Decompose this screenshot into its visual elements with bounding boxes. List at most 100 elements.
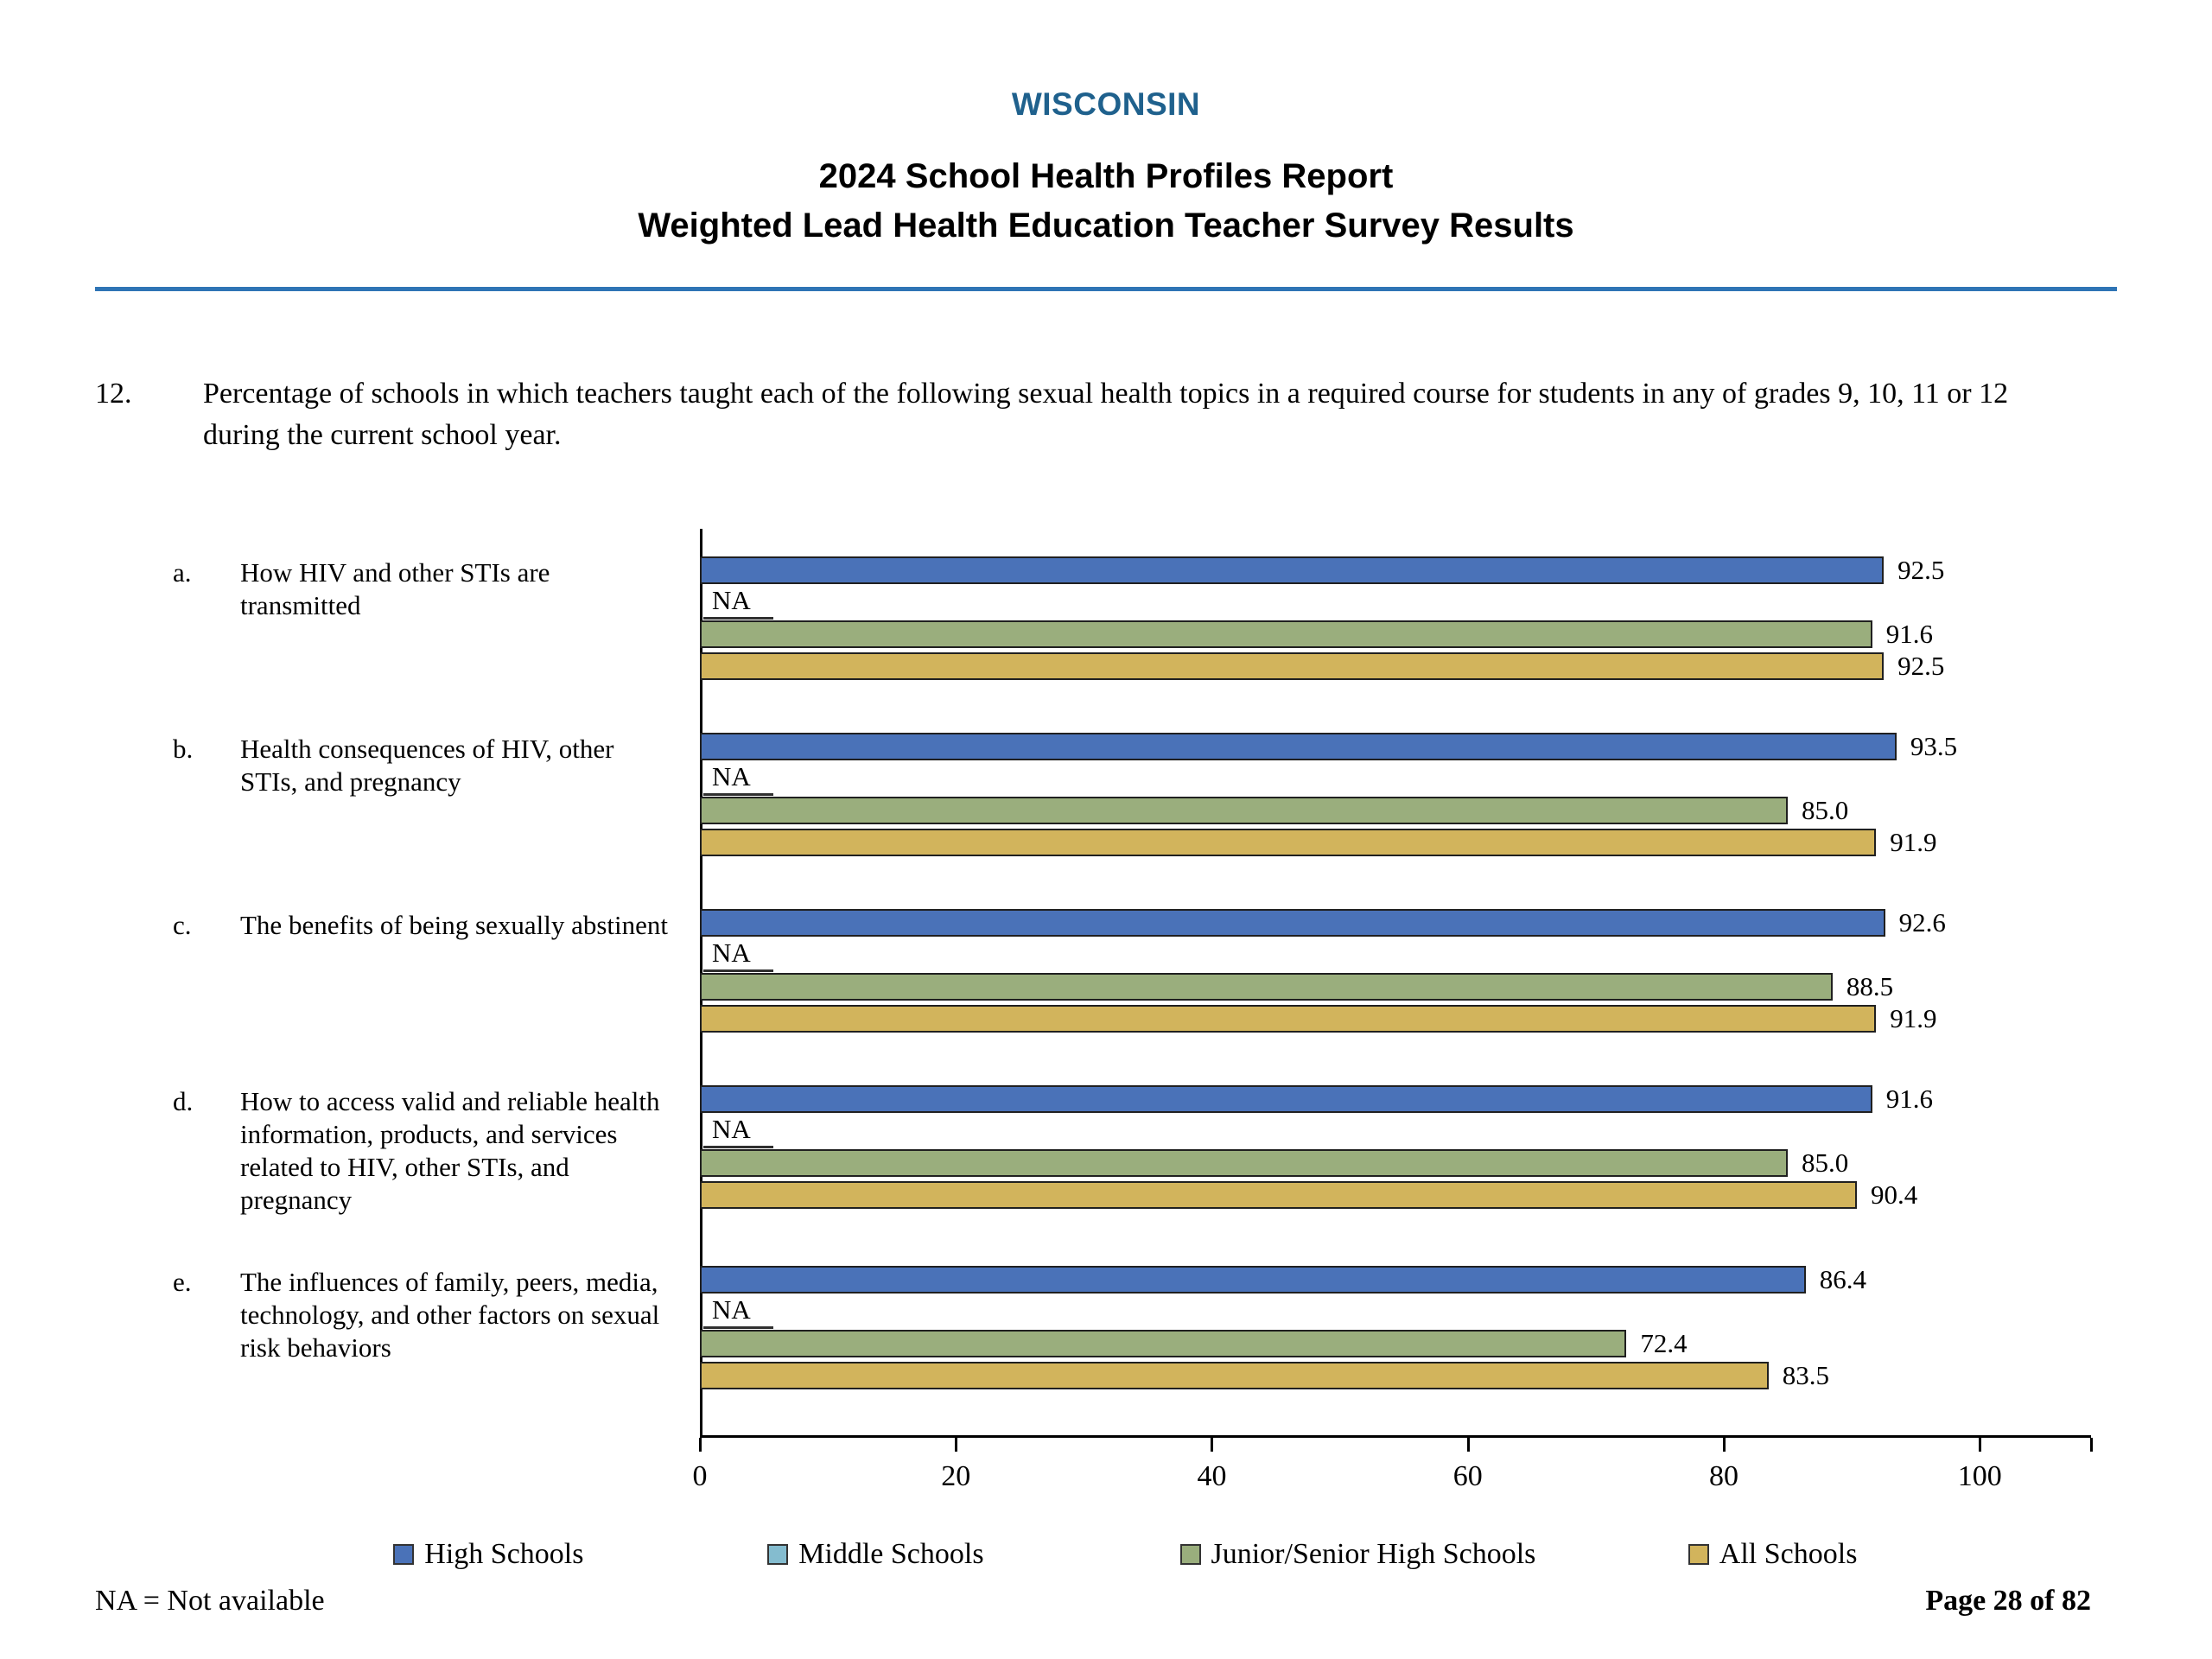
na-label: NA <box>703 1294 773 1330</box>
bar-slot: 91.6 <box>700 619 2091 650</box>
group-label: b. Health consequences of HIV, other STIs… <box>173 731 700 859</box>
chart-legend: High Schools Middle Schools Junior/Senior … <box>173 1538 2091 1586</box>
x-tick <box>1466 1438 1470 1452</box>
na-label: NA <box>703 938 773 973</box>
group-letter-text: a. <box>173 557 192 588</box>
x-tick-label: 40 <box>1197 1460 1227 1493</box>
group-bars: 92.5 NA 91.6 92.5 <box>700 555 2091 683</box>
bar-slot: NA <box>700 585 2091 620</box>
bar-slot: 91.6 <box>700 1084 2091 1115</box>
bar-slot: NA <box>700 1114 2091 1149</box>
bar-slot: NA <box>700 1294 2091 1330</box>
bar-all_schools <box>700 652 1885 681</box>
group-label-text: The benefits of being sexually abstinent <box>240 910 669 941</box>
legend-item-junior_senior_high_schools: Junior/Senior High Schools <box>1179 1538 1535 1571</box>
x-tick <box>1722 1438 1726 1452</box>
bar-slot: 91.9 <box>700 1003 2091 1034</box>
bar-slot: 85.0 <box>700 795 2091 826</box>
legend-swatch-high_schools <box>393 1544 415 1566</box>
na-footnote: NA = Not available <box>95 1585 325 1617</box>
bar-value: 93.5 <box>1910 731 1958 762</box>
legend-item-all_schools: All Schools <box>1688 1538 1858 1571</box>
chart-group: d. How to access valid and reliable healt… <box>173 1084 2091 1216</box>
bar-value: 72.4 <box>1640 1328 1688 1359</box>
bar-value: 83.5 <box>1782 1360 1830 1391</box>
bar-high_schools <box>700 909 1885 938</box>
group-bars: 92.6 NA 88.5 91.9 <box>700 907 2091 1035</box>
na-label: NA <box>703 761 773 797</box>
x-axis-end-tick <box>2090 1438 2093 1452</box>
bar-all_schools <box>700 1362 1769 1390</box>
report-title-line2: Weighted Lead Health Education Teacher S… <box>638 207 1574 245</box>
bar-value: 91.9 <box>1890 1003 1937 1034</box>
group-letter-text: b. <box>173 734 194 765</box>
bar-value: 88.5 <box>1846 971 1894 1002</box>
legend-swatch-all_schools <box>1688 1544 1709 1566</box>
bar-slot: 93.5 <box>700 731 2091 762</box>
x-tick-label: 0 <box>692 1460 708 1493</box>
x-tick <box>1979 1438 1982 1452</box>
bar-slot: NA <box>700 761 2091 797</box>
bar-high_schools <box>700 1085 1872 1114</box>
bar-slot: 90.4 <box>700 1179 2091 1211</box>
bar-high_schools <box>700 1266 1806 1294</box>
chart-group: a. How HIV and other STIs are transmitted… <box>173 555 2091 683</box>
report-title-line1: 2024 School Health Profiles Report <box>818 157 1394 195</box>
group-letter-text: e. <box>173 1267 192 1298</box>
x-tick-label: 80 <box>1708 1460 1738 1493</box>
bar-junior_senior_high_schools <box>700 1149 1789 1178</box>
question-number: 12. <box>95 378 132 410</box>
group-label: a. How HIV and other STIs are transmitted <box>173 555 700 683</box>
x-tick-label: 100 <box>1957 1460 2002 1493</box>
chart-groups: a. How HIV and other STIs are transmitted… <box>173 555 2091 1392</box>
legend-label-high_schools: High Schools <box>424 1538 584 1571</box>
chart-group: e. The influences of family, peers, media… <box>173 1264 2091 1392</box>
chart-plot: a. How HIV and other STIs are transmitted… <box>173 529 2093 1509</box>
x-tick <box>955 1438 958 1452</box>
na-label: NA <box>703 585 773 620</box>
group-letter-text: c. <box>173 910 192 941</box>
bar-value: 85.0 <box>1802 795 1849 826</box>
legend-item-middle_schools: Middle Schools <box>767 1538 984 1571</box>
bar-slot: 92.6 <box>700 907 2091 938</box>
group-bars: 91.6 NA 85.0 90.4 <box>700 1084 2091 1216</box>
legend-item-high_schools: High Schools <box>393 1538 583 1571</box>
x-tick-label: 20 <box>941 1460 971 1493</box>
bar-value: 92.5 <box>1897 651 1945 682</box>
bar-slot: 83.5 <box>700 1360 2091 1391</box>
bar-slot: 92.5 <box>700 651 2091 682</box>
chart-group: c. The benefits of being sexually abstine… <box>173 907 2091 1035</box>
bar-junior_senior_high_schools <box>700 620 1872 649</box>
bar-junior_senior_high_schools <box>700 1330 1627 1358</box>
group-bars: 86.4 NA 72.4 83.5 <box>700 1264 2091 1392</box>
bar-slot: 88.5 <box>700 971 2091 1002</box>
bar-slot: 92.5 <box>700 555 2091 586</box>
legend-label-all_schools: All Schools <box>1719 1538 1858 1571</box>
bar-slot: NA <box>700 938 2091 973</box>
bar-all_schools <box>700 1005 1877 1033</box>
bar-slot: 86.4 <box>700 1264 2091 1295</box>
bar-slot: 72.4 <box>700 1328 2091 1359</box>
bar-value: 85.0 <box>1802 1147 1849 1179</box>
bar-value: 90.4 <box>1871 1179 1918 1211</box>
group-label-text: Health consequences of HIV, other STIs, … <box>240 734 614 797</box>
bar-slot: 85.0 <box>700 1147 2091 1179</box>
bar-high_schools <box>700 733 1897 761</box>
state-heading: WISCONSIN <box>1011 86 1201 122</box>
group-letter-text: d. <box>173 1086 194 1117</box>
bar-junior_senior_high_schools <box>700 973 1833 1001</box>
question-text: Percentage of schools in which teachers … <box>203 378 2009 451</box>
x-tick <box>699 1438 702 1452</box>
group-label: c. The benefits of being sexually abstine… <box>173 907 700 1035</box>
header-rule <box>95 287 2117 291</box>
bar-all_schools <box>700 1181 1857 1210</box>
question-block: 12. Percentage of schools in which teach… <box>95 373 2117 455</box>
bar-value: 86.4 <box>1819 1264 1866 1295</box>
bar-chart: a. How HIV and other STIs are transmitted… <box>173 529 2093 1586</box>
group-label-text: How to access valid and reliable health … <box>240 1086 660 1215</box>
na-label: NA <box>703 1114 773 1149</box>
x-tick <box>1211 1438 1214 1452</box>
legend-label-middle_schools: Middle Schools <box>798 1538 984 1571</box>
bar-slot: 91.9 <box>700 827 2091 858</box>
